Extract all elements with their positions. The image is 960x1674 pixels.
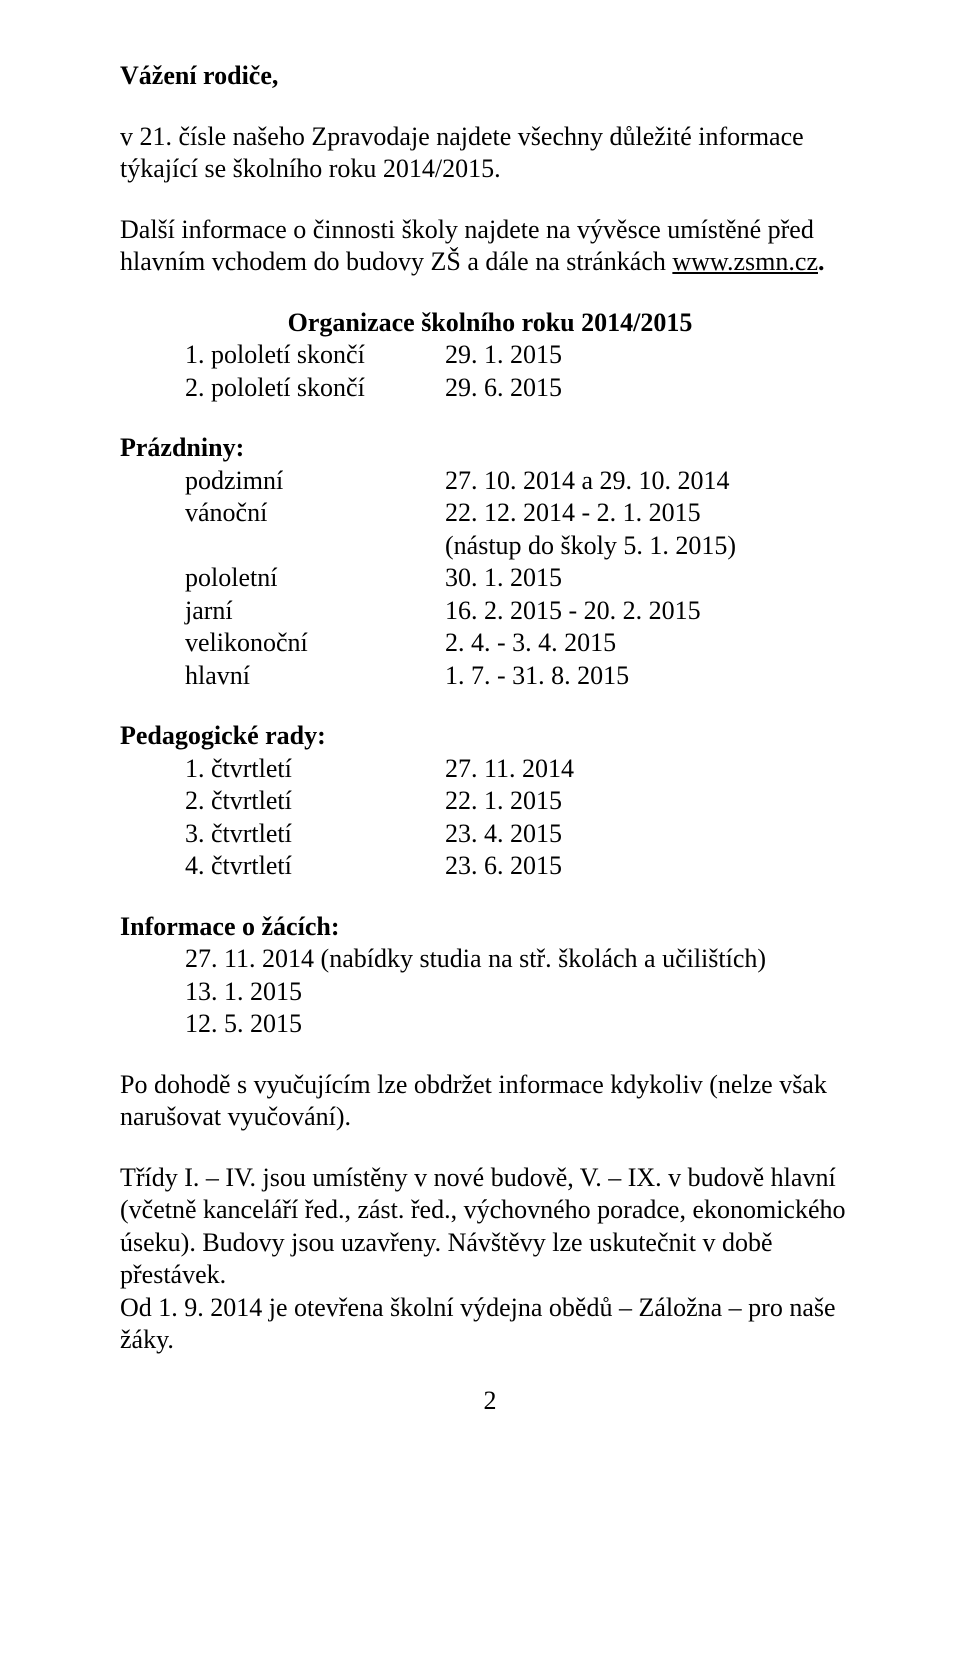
ped-council-label: 1. čtvrtletí <box>185 753 445 786</box>
holiday-label: velikonoční <box>185 627 445 660</box>
holiday-value: 30. 1. 2015 <box>445 562 860 595</box>
website-link[interactable]: www.zsmn.cz <box>672 247 818 276</box>
holiday-label: vánoční <box>185 497 445 530</box>
student-info-line: 13. 1. 2015 <box>185 976 860 1009</box>
holiday-row: jarní 16. 2. 2015 - 20. 2. 2015 <box>185 595 860 628</box>
salutation: Vážení rodiče, <box>120 60 860 93</box>
holiday-label: jarní <box>185 595 445 628</box>
ped-council-row: 2. čtvrtletí 22. 1. 2015 <box>185 785 860 818</box>
holiday-value: (nástup do školy 5. 1. 2015) <box>445 530 860 563</box>
student-info-list: 27. 11. 2014 (nabídky studia na stř. ško… <box>120 943 860 1041</box>
ped-council-value: 23. 4. 2015 <box>445 818 860 851</box>
semester-label: 1. pololetí skončí <box>185 339 445 372</box>
holiday-value: 27. 10. 2014 a 29. 10. 2014 <box>445 465 860 498</box>
ped-council-row: 3. čtvrtletí 23. 4. 2015 <box>185 818 860 851</box>
closing-paragraph-1: Po dohodě s vyučujícím lze obdržet infor… <box>120 1069 860 1134</box>
semester-block: 1. pololetí skončí 29. 1. 2015 2. polole… <box>120 339 860 404</box>
holiday-value: 22. 12. 2014 - 2. 1. 2015 <box>445 497 860 530</box>
holidays-list: podzimní 27. 10. 2014 a 29. 10. 2014 ván… <box>120 465 860 693</box>
semester-label: 2. pololetí skončí <box>185 372 445 405</box>
ped-council-row: 1. čtvrtletí 27. 11. 2014 <box>185 753 860 786</box>
intro-paragraph-1: v 21. čísle našeho Zpravodaje najdete vš… <box>120 121 860 186</box>
holiday-row: (nástup do školy 5. 1. 2015) <box>185 530 860 563</box>
holiday-label <box>185 530 445 563</box>
holiday-label: podzimní <box>185 465 445 498</box>
holiday-value: 2. 4. - 3. 4. 2015 <box>445 627 860 660</box>
closing-paragraph-3: Od 1. 9. 2014 je otevřena školní výdejna… <box>120 1292 860 1357</box>
semester-row: 1. pololetí skončí 29. 1. 2015 <box>185 339 860 372</box>
ped-council-list: 1. čtvrtletí 27. 11. 2014 2. čtvrtletí 2… <box>120 753 860 883</box>
ped-council-section: Pedagogické rady: 1. čtvrtletí 27. 11. 2… <box>120 720 860 883</box>
holiday-row: pololetní 30. 1. 2015 <box>185 562 860 595</box>
intro-paragraph-2: Další informace o činnosti školy najdete… <box>120 214 860 279</box>
holiday-label: pololetní <box>185 562 445 595</box>
holiday-row: hlavní 1. 7. - 31. 8. 2015 <box>185 660 860 693</box>
ped-council-label: 2. čtvrtletí <box>185 785 445 818</box>
closing-paragraph-2: Třídy I. – IV. jsou umístěny v nové budo… <box>120 1162 860 1292</box>
document-page: Vážení rodiče, v 21. čísle našeho Zpravo… <box>0 0 960 1674</box>
organization-heading: Organizace školního roku 2014/2015 <box>120 307 860 340</box>
ped-council-label: 3. čtvrtletí <box>185 818 445 851</box>
semester-value: 29. 1. 2015 <box>445 339 860 372</box>
ped-council-heading: Pedagogické rady: <box>120 720 860 753</box>
ped-council-value: 27. 11. 2014 <box>445 753 860 786</box>
holidays-heading: Prázdniny: <box>120 432 860 465</box>
student-info-section: Informace o žácích: 27. 11. 2014 (nabídk… <box>120 911 860 1041</box>
page-number: 2 <box>120 1385 860 1418</box>
holiday-row: vánoční 22. 12. 2014 - 2. 1. 2015 <box>185 497 860 530</box>
student-info-heading: Informace o žácích: <box>120 911 860 944</box>
semester-value: 29. 6. 2015 <box>445 372 860 405</box>
holiday-row: velikonoční 2. 4. - 3. 4. 2015 <box>185 627 860 660</box>
holiday-value: 16. 2. 2015 - 20. 2. 2015 <box>445 595 860 628</box>
ped-council-value: 23. 6. 2015 <box>445 850 860 883</box>
holiday-row: podzimní 27. 10. 2014 a 29. 10. 2014 <box>185 465 860 498</box>
holiday-value: 1. 7. - 31. 8. 2015 <box>445 660 860 693</box>
holiday-label: hlavní <box>185 660 445 693</box>
ped-council-row: 4. čtvrtletí 23. 6. 2015 <box>185 850 860 883</box>
student-info-line: 12. 5. 2015 <box>185 1008 860 1041</box>
intro-text-after-link: . <box>818 247 825 276</box>
ped-council-value: 22. 1. 2015 <box>445 785 860 818</box>
semester-row: 2. pololetí skončí 29. 6. 2015 <box>185 372 860 405</box>
ped-council-label: 4. čtvrtletí <box>185 850 445 883</box>
student-info-line: 27. 11. 2014 (nabídky studia na stř. ško… <box>185 943 860 976</box>
holidays-section: Prázdniny: podzimní 27. 10. 2014 a 29. 1… <box>120 432 860 692</box>
